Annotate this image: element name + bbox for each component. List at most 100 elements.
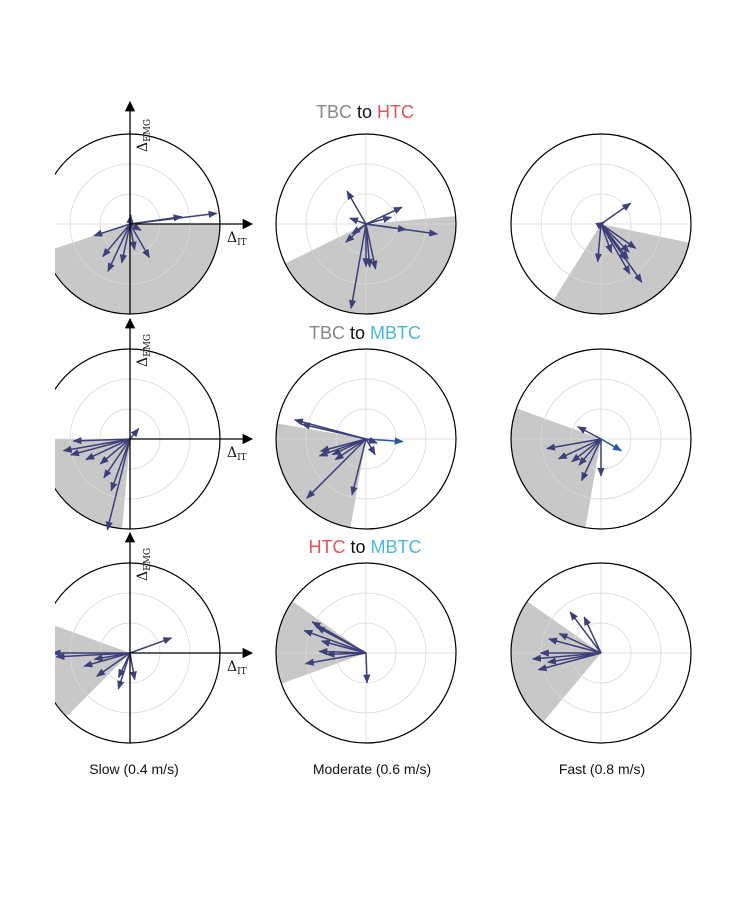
vector-r2-c0-3 — [55, 652, 131, 661]
vector-r2-c0-0 — [129, 637, 173, 654]
y-axis-label-r1: ΔEMG — [135, 334, 153, 367]
row-2-connector: to — [350, 537, 366, 557]
vector-r0-c1-2 — [365, 215, 393, 225]
x-axis-label-r2: ΔIT — [227, 659, 247, 677]
vector-r1-c0-7 — [110, 438, 131, 492]
vector-r2-c1-7 — [363, 652, 371, 684]
sector-r2-c0 — [55, 625, 130, 717]
vector-r0-c0-9 — [129, 223, 142, 231]
vector-r0-c2-0 — [600, 202, 632, 225]
outer-circle-r0-c2 — [510, 133, 692, 315]
vector-r2-c1-3 — [303, 629, 367, 654]
y-axis-symbol: Δ — [135, 357, 151, 367]
vector-r2-c2-0 — [569, 611, 602, 654]
polar-panel-r0-c2 — [510, 133, 692, 315]
vector-r2-c1-6 — [304, 652, 367, 666]
vector-r1-c0-2 — [62, 438, 131, 453]
vector-r2-c0-6 — [96, 652, 131, 677]
vector-r0-c1-4 — [365, 223, 439, 237]
vector-r2-c2-3 — [558, 632, 602, 654]
row-title-1: TBC to MBTC — [0, 323, 730, 344]
vector-r0-c0-4 — [102, 223, 131, 258]
row-1-target: MBTC — [370, 323, 422, 343]
x-axis-subscript: IT — [237, 238, 247, 248]
vector-r2-c2-7 — [546, 652, 602, 665]
speed-label-moderate: Moderate (0.6 m/s) — [312, 761, 432, 777]
polar-panel-r2-c1 — [275, 562, 457, 744]
vector-r0-c1-11 — [349, 223, 367, 310]
vector-r0-c2-5 — [600, 223, 637, 249]
vector-r1-c0-6 — [103, 438, 131, 479]
vector-r0-c2-3 — [600, 223, 613, 254]
vector-r0-c2-2 — [594, 223, 602, 263]
vector-r1-c2-1 — [577, 426, 602, 440]
outer-circle-r1-c1 — [275, 348, 457, 530]
vector-r1-c0-3 — [70, 438, 131, 457]
vector-r1-c2-3 — [557, 438, 602, 460]
polar-panel-r2-c0 — [55, 562, 221, 744]
row-2-target: MBTC — [370, 537, 422, 557]
polar-panel-r1-c2 — [510, 348, 692, 530]
vector-r1-c1-3 — [301, 422, 367, 440]
vector-r0-c0-3 — [93, 223, 131, 237]
vector-r1-c0-8 — [105, 438, 131, 531]
speed-label-slow: Slow (0.4 m/s) — [89, 761, 179, 777]
y-axis-symbol: Δ — [135, 142, 151, 152]
x-axis-symbol: Δ — [227, 445, 237, 461]
row-1-connector: to — [349, 323, 365, 343]
y-axis-label-r2: ΔEMG — [135, 548, 153, 581]
sector-r0-c1 — [285, 216, 456, 314]
row-2-from: HTC — [308, 537, 346, 557]
sector-r0-c0 — [55, 224, 220, 314]
vector-r2-c0-8 — [117, 652, 131, 690]
outer-circle-r2-c2 — [510, 562, 692, 744]
vector-r0-c2-9 — [600, 223, 643, 283]
vector-r1-c2-5 — [578, 438, 602, 466]
vector-r1-c0-5 — [99, 438, 131, 465]
outer-circle-r2-c1 — [275, 562, 457, 744]
x-axis-symbol: Δ — [227, 659, 237, 675]
vector-r0-c1-0 — [346, 190, 367, 225]
sector-r0-c2 — [553, 224, 690, 314]
vector-r1-c1-9 — [350, 438, 367, 496]
vector-r1-c2-4 — [571, 438, 602, 463]
x-axis-subscript: IT — [237, 667, 247, 677]
vector-r1-c2-2 — [546, 438, 602, 451]
vector-r1-c1-8 — [306, 438, 367, 499]
y-axis-symbol: Δ — [135, 571, 151, 581]
sector-r1-c0 — [55, 439, 130, 529]
x-axis-subscript: IT — [237, 453, 247, 463]
row-0-connector: to — [356, 102, 372, 122]
vector-r0-c1-9 — [365, 223, 373, 268]
y-axis-label-r0: ΔEMG — [135, 119, 153, 152]
vector-r2-c0-5 — [83, 652, 131, 668]
polar-panel-r0-c1 — [275, 133, 457, 315]
x-axis-label-r1: ΔIT — [227, 445, 247, 463]
vector-r0-c0-5 — [107, 223, 131, 273]
row-0-target: HTC — [377, 102, 415, 122]
vector-r0-c1-5 — [349, 217, 367, 225]
vector-r0-c0-6 — [119, 223, 131, 264]
vector-r0-c0-7 — [129, 223, 137, 251]
row-0-from: TBC — [315, 102, 352, 122]
vector-r0-c2-8 — [600, 223, 631, 275]
vector-r2-c2-6 — [537, 652, 602, 672]
vector-r1-c0-1 — [72, 437, 131, 445]
vector-r1-c1-10 — [365, 438, 376, 456]
vector-r1-c0-4 — [85, 438, 131, 461]
outer-circle-r0-c1 — [275, 133, 457, 315]
vector-r0-c1-10 — [365, 223, 378, 270]
outer-circle-r1-c2 — [510, 348, 692, 530]
vector-r0-c1-1 — [365, 206, 403, 225]
vector-r2-c2-4 — [531, 652, 602, 662]
vector-r1-c1-7 — [334, 438, 367, 461]
vector-r1-c2-0 — [600, 438, 623, 452]
row-1-from: TBC — [308, 323, 345, 343]
vector-r2-c0-1 — [129, 652, 137, 681]
vector-r2-c1-5 — [325, 650, 367, 658]
vector-r0-c1-7 — [351, 223, 367, 235]
vector-r1-c0-0 — [129, 427, 140, 440]
vector-r0-c2-4 — [600, 223, 630, 253]
y-axis-subscript: EMG — [143, 334, 153, 357]
